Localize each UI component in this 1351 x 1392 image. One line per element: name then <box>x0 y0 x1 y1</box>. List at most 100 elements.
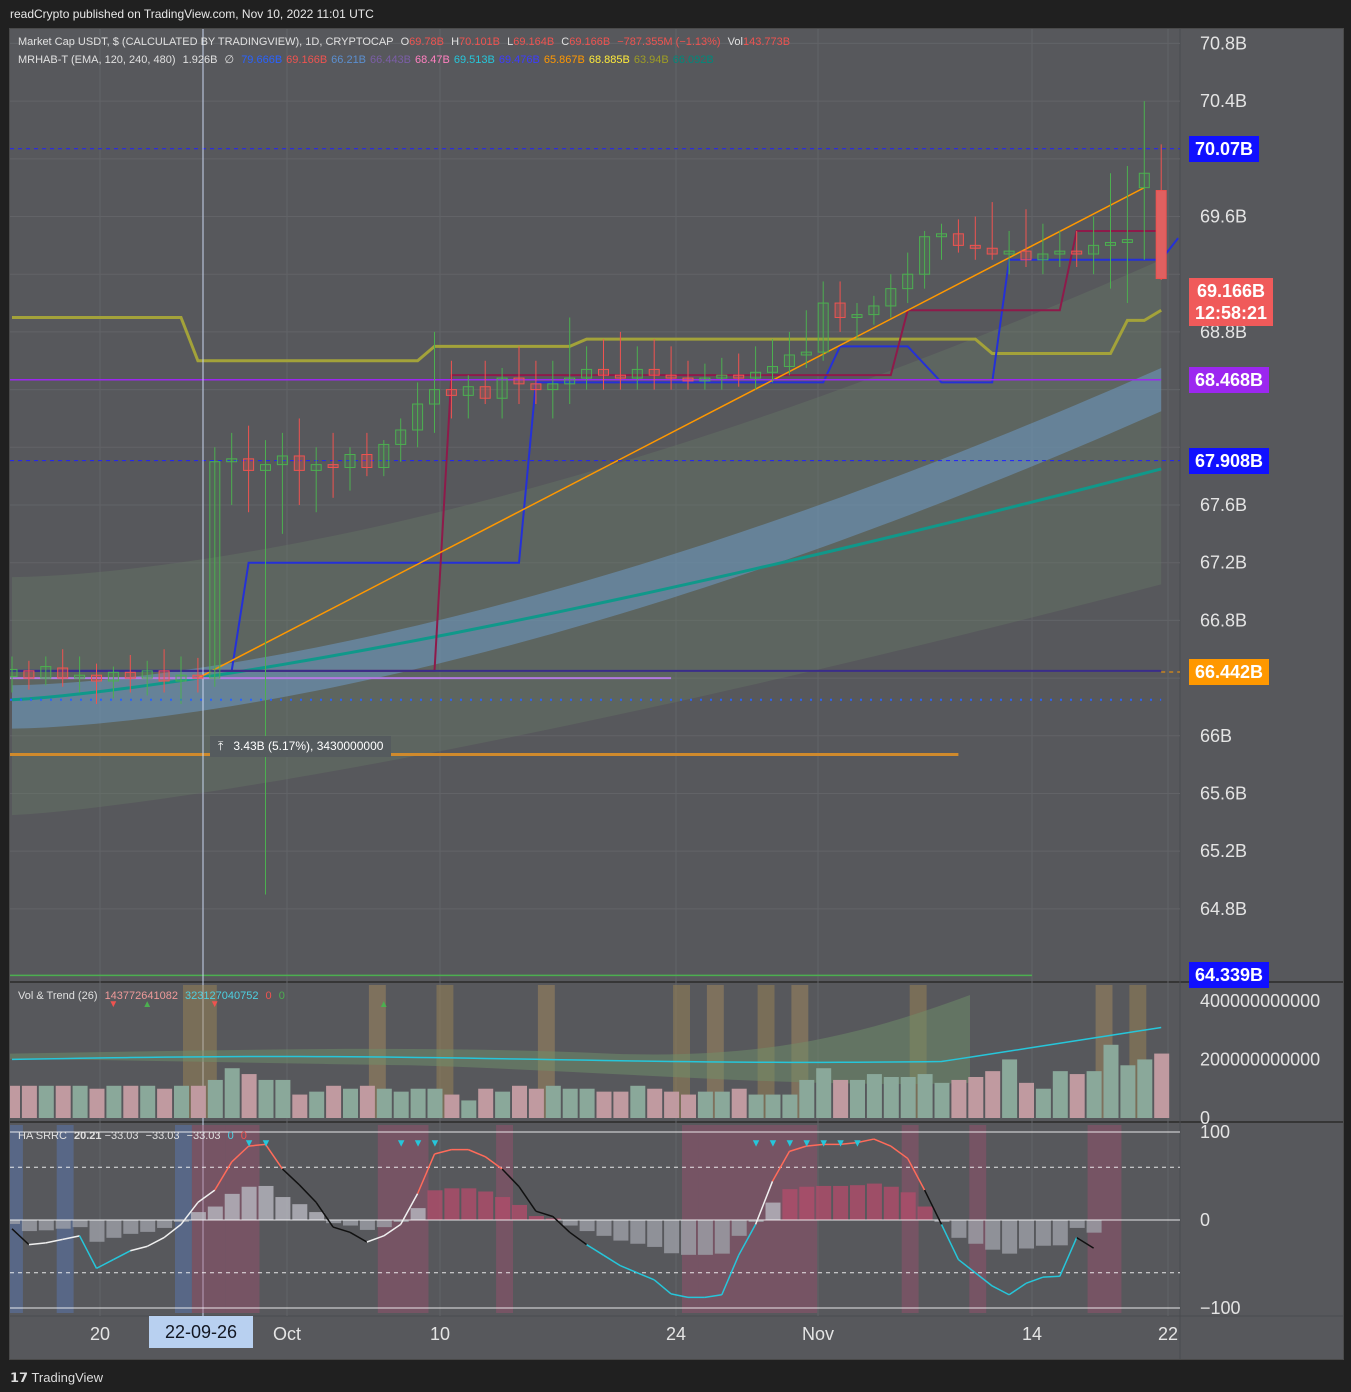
low-value: 69.164B <box>513 36 555 48</box>
date-axis-label: 14 <box>1022 1324 1042 1344</box>
srrc-histogram-bar <box>782 1189 798 1220</box>
volume-bar <box>816 1068 832 1118</box>
volume-bar <box>748 1094 764 1118</box>
indicator-value0: 1.926B <box>182 54 218 66</box>
srrc-histogram-bar <box>951 1220 967 1238</box>
indicator-name: MRHAB-T (EMA, 120, 240, 480) <box>18 54 176 66</box>
candle-body <box>885 288 897 307</box>
measure-tool-label: ⤒ 3.43B (5.17%), 3430000000 <box>210 736 392 757</box>
volume-bar <box>782 1094 798 1118</box>
srrc-v4: −33.03 <box>186 1130 221 1142</box>
volume-bar <box>528 1088 544 1118</box>
srrc-histogram-bar <box>123 1220 139 1234</box>
vol-legend: Vol & Trend (26) 143772641082 3231270407… <box>18 990 289 1002</box>
candle-body <box>192 674 204 679</box>
srrc-osc-segment <box>264 1143 284 1170</box>
candle-body <box>344 454 356 468</box>
srrc-marker: ▼ <box>835 1138 846 1150</box>
candle-body <box>361 454 373 468</box>
srrc-histogram-bar <box>174 1220 189 1222</box>
vol-highlight-col <box>706 985 724 1118</box>
candle-body <box>986 247 998 255</box>
volume-bar <box>1052 1071 1068 1118</box>
srrc-histogram-bar <box>427 1190 443 1220</box>
srrc-histogram-bar <box>697 1220 713 1255</box>
srrc-osc-segment <box>653 1279 672 1295</box>
candle-body <box>175 674 187 682</box>
srrc-histogram-bar <box>528 1216 544 1220</box>
vol-axis-label: 0 <box>1200 1108 1210 1128</box>
chart-svg[interactable]: 70.8B 70.4B 69.6B 68.8B 67.6B 67.2B 66.8B 66B 65… <box>10 29 1343 1359</box>
volume-bar <box>393 1091 409 1118</box>
srrc-histogram-bar <box>934 1220 950 1222</box>
olive-step-line <box>12 308 1162 363</box>
vol-indicator-z1: 0 <box>265 990 272 1002</box>
srrc-histogram-bar <box>292 1204 308 1220</box>
candle-body <box>1121 239 1133 243</box>
srrc-osc-segment <box>721 1254 740 1296</box>
srrc-osc-segment <box>281 1168 300 1186</box>
srrc-z1: 0 <box>227 1130 234 1142</box>
candle-body <box>648 368 660 376</box>
srrc-histogram-bar <box>968 1220 984 1244</box>
volume-bar <box>359 1085 375 1118</box>
vol-indicator-v1: 143772641082 <box>104 990 178 1002</box>
srrc-histogram-bar <box>461 1188 477 1220</box>
candle-body <box>293 455 305 471</box>
volume-bar <box>1103 1044 1119 1118</box>
candle-body <box>107 671 119 682</box>
price-axis-label: 68.8B <box>1200 322 1247 342</box>
srrc-histogram-bar <box>444 1188 460 1220</box>
volume-bar <box>275 1079 291 1118</box>
indicator-values: 79.666B 69.166B 66.21B 66.443B 68.47B 69.513B… <box>241 54 718 66</box>
candle-body <box>141 670 153 679</box>
volume-bar <box>21 1085 37 1118</box>
volume-bar <box>731 1088 747 1118</box>
srrc-v3: −33.03 <box>145 1130 180 1142</box>
srrc-histogram-bar <box>140 1220 156 1232</box>
srrc-histogram-bar <box>495 1197 511 1220</box>
srrc-marker: ▼ <box>396 1138 407 1150</box>
srrc-osc-segment <box>569 1231 588 1246</box>
srrc-highlight-col <box>175 1125 192 1313</box>
srrc-osc-segment <box>603 1254 621 1267</box>
srrc-histogram-bar <box>613 1220 629 1241</box>
srrc-highlight-col <box>56 1125 74 1313</box>
candle-body <box>1003 250 1015 255</box>
candle-body <box>969 244 981 249</box>
tradingview-logo[interactable]: 𝟭𝟳 TradingView <box>10 1370 103 1386</box>
srrc-histogram-bar <box>207 1206 223 1220</box>
srrc-histogram-bar <box>393 1220 409 1222</box>
candle-body <box>1155 190 1167 280</box>
srrc-marker: ▼ <box>430 1138 441 1150</box>
candle-body <box>1020 250 1032 261</box>
srrc-histogram-bar <box>1052 1220 1068 1246</box>
price-axis-label: 66B <box>1200 726 1232 746</box>
price-axis-label: 67.6B <box>1200 495 1247 515</box>
price-tag-2: 67.908B <box>1189 447 1270 474</box>
volume-bar <box>596 1091 612 1118</box>
chart-frame[interactable]: 70.8B 70.4B 69.6B 68.8B 67.6B 67.2B 66.8B 66B 65… <box>9 28 1344 1360</box>
srrc-histogram-bar <box>410 1208 426 1220</box>
candle-body <box>716 374 728 379</box>
srrc-osc-segment <box>1059 1237 1078 1277</box>
volume-bar <box>89 1088 105 1118</box>
srrc-marker: ▼ <box>413 1138 424 1150</box>
volume-bar <box>258 1079 274 1118</box>
candle-body <box>91 674 102 682</box>
change-value: −787.355M (−1.13%) <box>617 36 721 48</box>
volume-bar <box>1086 1071 1102 1118</box>
volume-bar <box>106 1085 122 1118</box>
volume-bar <box>985 1071 1001 1118</box>
srrc-histogram-bar <box>562 1220 578 1226</box>
last-price-tag: 69.166B 12:58:21 <box>1189 278 1274 326</box>
volume-bar <box>461 1100 477 1118</box>
srrc-osc-segment <box>974 1272 993 1287</box>
volume-bar <box>866 1074 882 1118</box>
indicator-value-0: 79.666B <box>241 54 283 66</box>
srrc-marker: ▼ <box>801 1138 812 1150</box>
candle-body <box>479 386 491 399</box>
srrc-histogram-bar <box>359 1220 375 1230</box>
srrc-histogram-bar <box>1019 1220 1034 1249</box>
candle-body <box>936 233 947 238</box>
